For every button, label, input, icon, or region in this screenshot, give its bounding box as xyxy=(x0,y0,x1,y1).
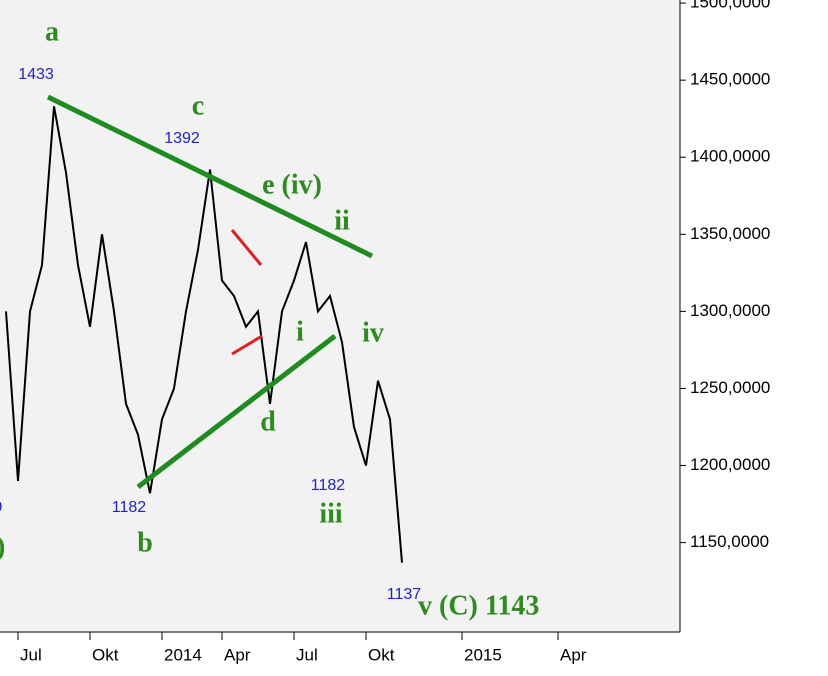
plot-area xyxy=(0,0,680,632)
y-tick-label: 1500,0000 xyxy=(690,0,770,12)
annotation: ii xyxy=(334,205,350,236)
annotation: i xyxy=(296,316,304,347)
annotation: iii xyxy=(319,498,343,529)
y-tick-label: 1400,0000 xyxy=(690,147,770,166)
x-tick-label: Jul xyxy=(20,645,42,664)
x-tick-label: 2014 xyxy=(164,645,202,664)
y-tick-label: 1200,0000 xyxy=(690,455,770,474)
x-tick-label: 2015 xyxy=(464,645,502,664)
annotation: 9 xyxy=(0,499,3,516)
annotation: 1182 xyxy=(311,477,346,494)
y-tick-label: 1150,0000 xyxy=(690,532,769,551)
annotation: ) xyxy=(0,531,5,562)
upper-trendline xyxy=(46,94,374,259)
annotation: iv xyxy=(362,317,384,348)
annotation: c xyxy=(192,90,204,121)
annotation: e (iv) xyxy=(262,169,322,200)
plot xyxy=(5,106,403,563)
annotation: 1182 xyxy=(112,499,147,516)
y-tick-label: 1350,0000 xyxy=(690,224,770,243)
annotation: v (C) 1143 xyxy=(418,590,539,621)
annotation: 1137 xyxy=(387,586,422,603)
x-tick-label: Okt xyxy=(368,645,395,664)
x-tick-label: Apr xyxy=(224,645,251,664)
red-mark xyxy=(230,229,263,266)
annotation: 1392 xyxy=(164,130,200,147)
y-tick-label: 1250,0000 xyxy=(690,378,770,397)
lower-trendline xyxy=(136,334,337,489)
y-tick-label: 1300,0000 xyxy=(690,301,770,320)
annotation: 1433 xyxy=(18,66,54,83)
x-tick-label: Apr xyxy=(560,645,587,664)
annotation: d xyxy=(260,406,276,437)
x-tick-label: Okt xyxy=(92,645,119,664)
annotation: a xyxy=(45,16,59,47)
y-tick-label: 1450,0000 xyxy=(690,70,770,89)
annotation: b xyxy=(137,527,153,558)
x-tick-label: Jul xyxy=(296,645,318,664)
series-line xyxy=(5,106,403,563)
red-mark xyxy=(231,334,263,356)
